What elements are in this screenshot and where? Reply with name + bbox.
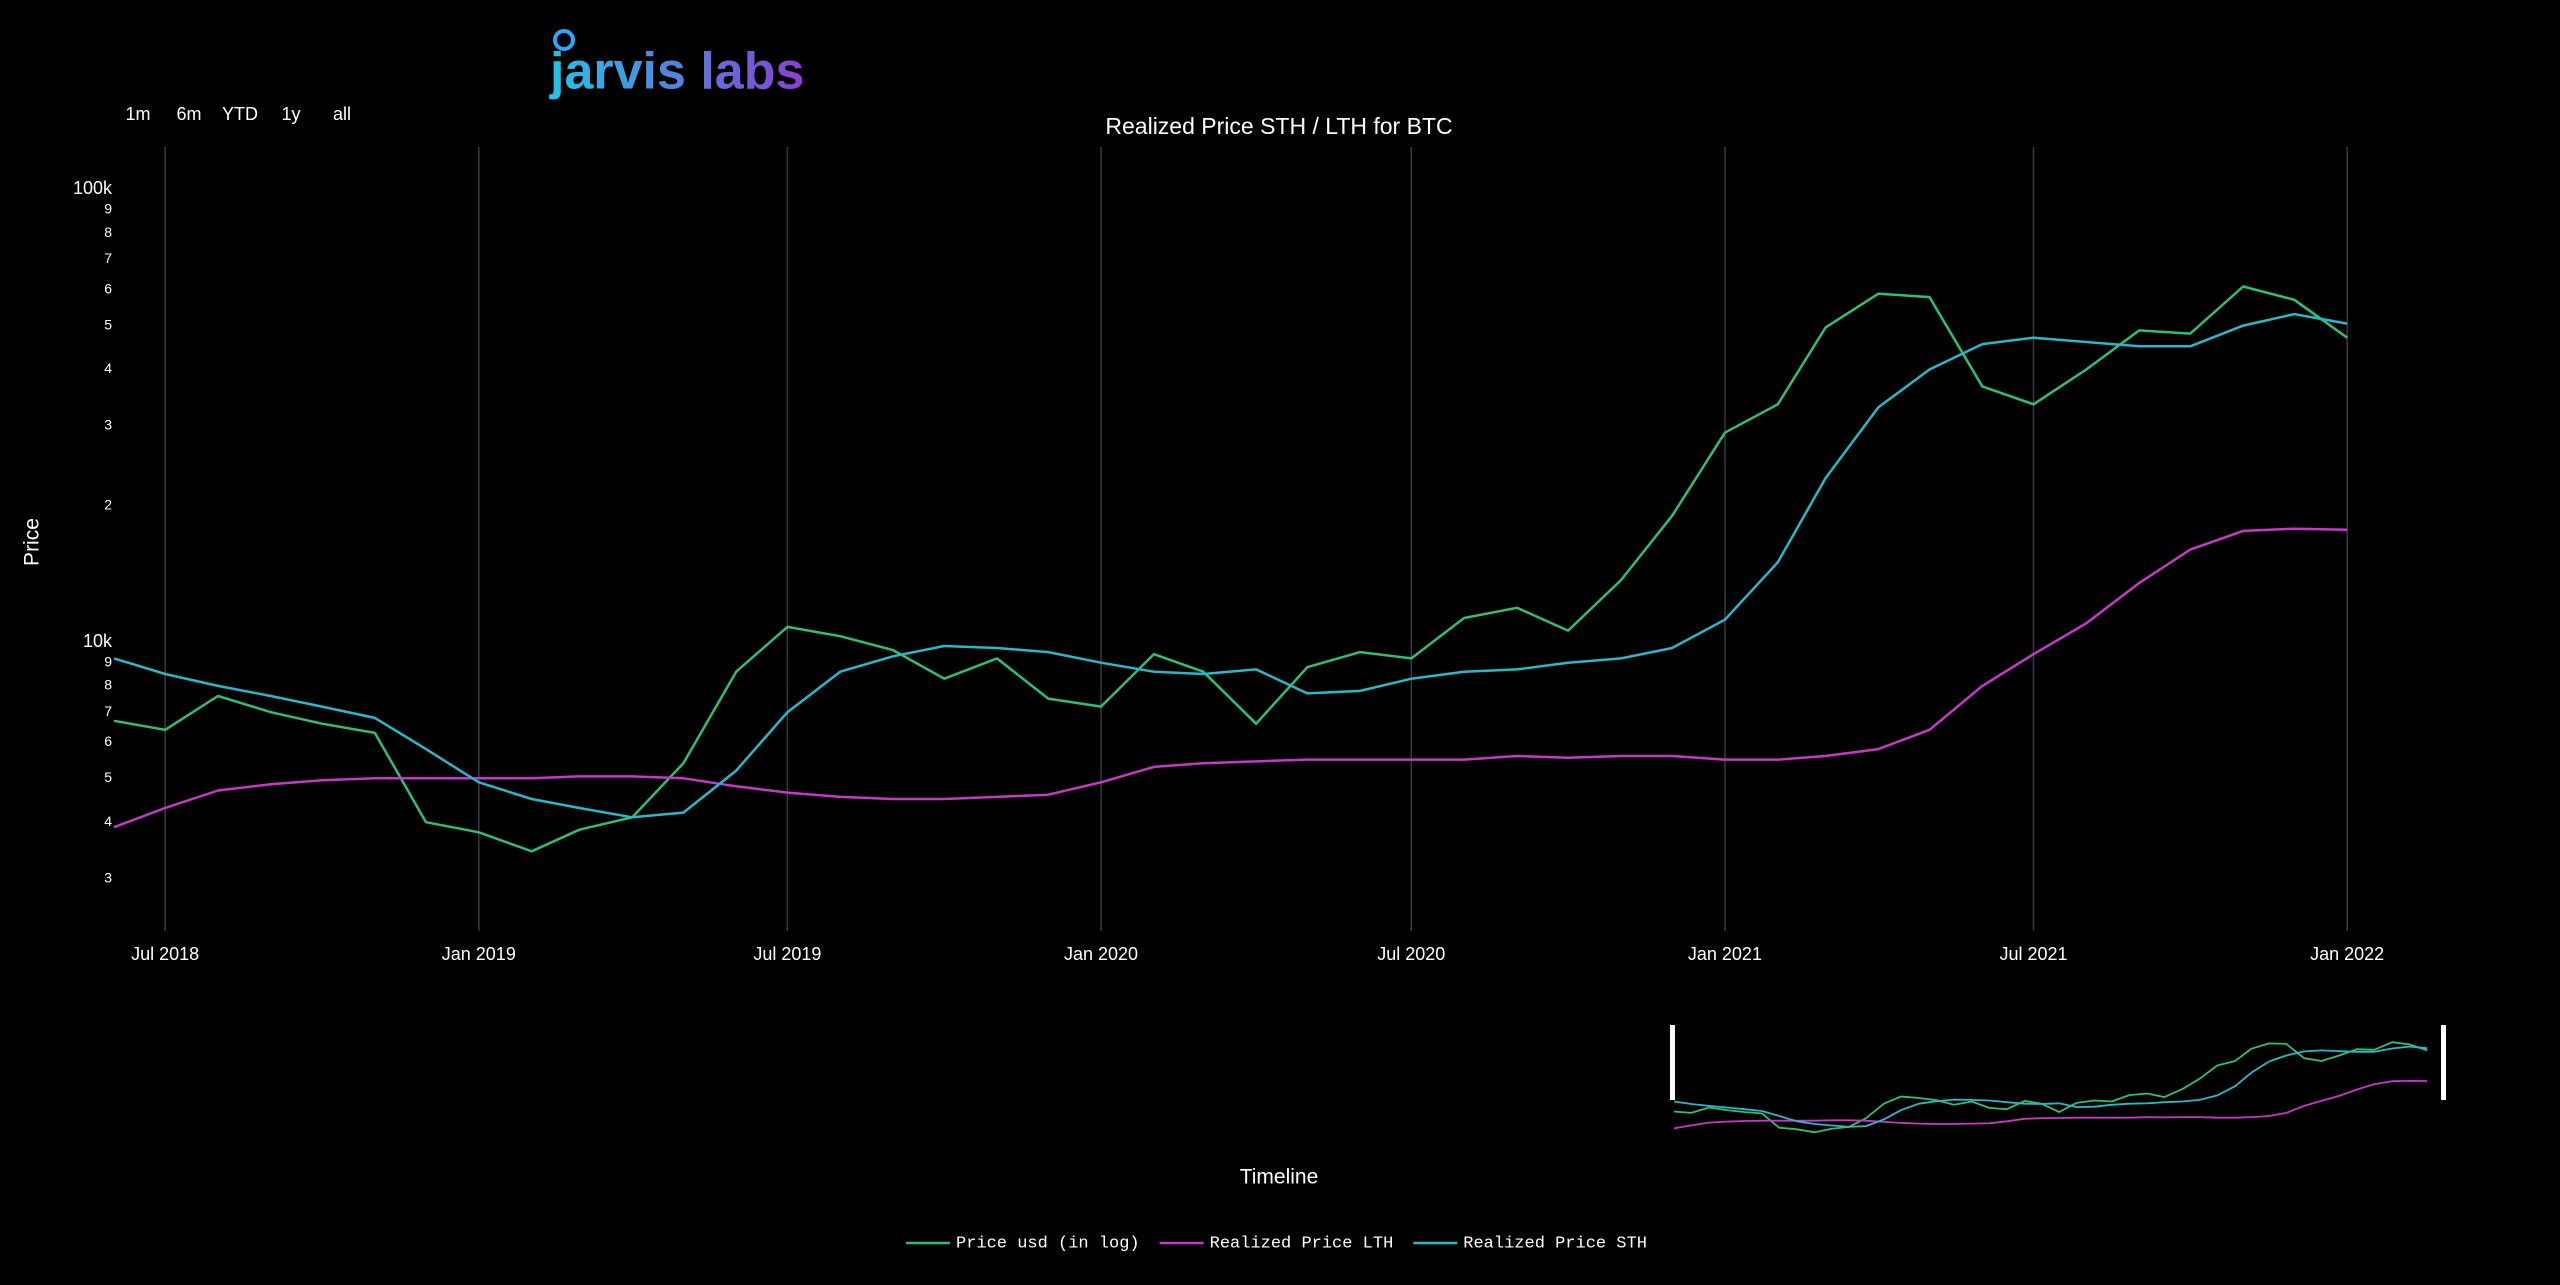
logo-mark [553, 29, 575, 51]
x-tick-label: Jul 2018 [131, 944, 199, 964]
x-axis-label: Timeline [1240, 1166, 1319, 1189]
chart-title: Realized Price STH / LTH for BTC [1105, 113, 1452, 139]
y-tick-label: 4 [104, 813, 112, 829]
y-tick-label: 8 [104, 677, 112, 693]
range-button[interactable]: 6m [176, 104, 201, 124]
range-button[interactable]: all [333, 104, 351, 124]
y-tick-label: 8 [104, 224, 112, 240]
y-tick-label: 5 [104, 769, 112, 785]
rangeslider-line [1673, 1080, 2428, 1130]
y-tick-label: 4 [104, 360, 112, 376]
legend-label[interactable]: Price usd (in log) [956, 1234, 1140, 1253]
x-tick-label: Jul 2019 [753, 944, 821, 964]
range-button[interactable]: 1m [125, 104, 150, 124]
range-button[interactable]: 1y [281, 104, 300, 124]
y-tick-label: 3 [104, 869, 112, 885]
rangeslider-line [1673, 1045, 2428, 1128]
range-button[interactable]: YTD [222, 104, 258, 124]
series-line [113, 527, 2348, 829]
legend-label[interactable]: Realized Price STH [1463, 1234, 1647, 1253]
y-tick-label: 6 [104, 733, 112, 749]
rangeslider-handle[interactable] [2441, 1025, 2446, 1100]
rangeslider-handle[interactable] [1670, 1025, 1675, 1100]
x-tick-label: Jan 2020 [1064, 944, 1138, 964]
y-tick-label: 7 [104, 703, 112, 719]
y-tick-label: 10k [83, 631, 113, 651]
legend-label[interactable]: Realized Price LTH [1210, 1234, 1394, 1253]
y-tick-label: 7 [104, 250, 112, 266]
y-tick-label: 5 [104, 316, 112, 332]
logo: jarvis labs [549, 43, 804, 101]
y-tick-label: 2 [104, 496, 112, 512]
x-tick-label: Jan 2021 [1688, 944, 1762, 964]
series-line [113, 312, 2348, 819]
x-tick-label: Jan 2019 [442, 944, 516, 964]
y-axis-label: Price [21, 518, 44, 566]
y-tick-label: 6 [104, 280, 112, 296]
y-tick-label: 9 [104, 201, 112, 217]
x-tick-label: Jul 2020 [1377, 944, 1445, 964]
y-tick-label: 9 [104, 653, 112, 669]
y-tick-label: 3 [104, 417, 112, 433]
series-line [113, 285, 2348, 853]
y-tick-label: 100k [73, 178, 113, 198]
x-tick-label: Jul 2021 [1999, 944, 2067, 964]
rangeslider-line [1673, 1041, 2428, 1134]
x-tick-label: Jan 2022 [2310, 944, 2384, 964]
